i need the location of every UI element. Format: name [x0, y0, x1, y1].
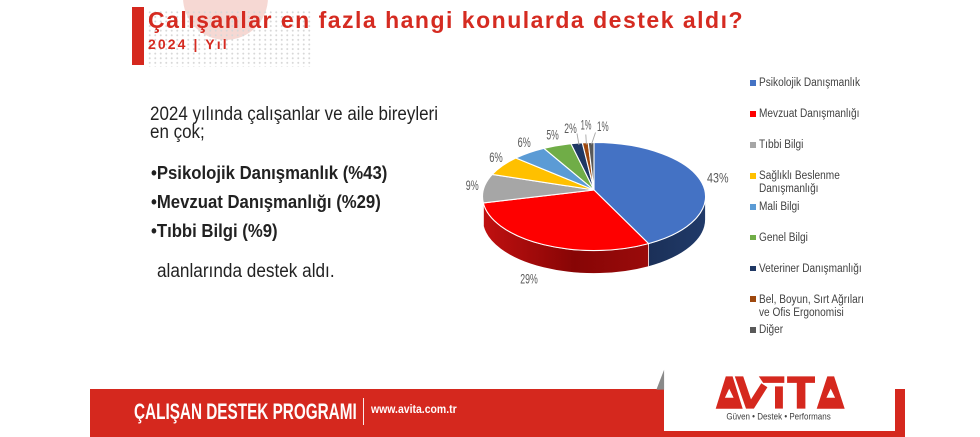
svg-text:5%: 5%	[546, 128, 558, 143]
svg-text:6%: 6%	[518, 135, 531, 150]
svg-text:9%: 9%	[466, 178, 479, 193]
svg-text:43%: 43%	[707, 170, 729, 185]
svg-text:1%: 1%	[597, 119, 609, 134]
svg-text:2%: 2%	[564, 121, 576, 136]
svg-text:1%: 1%	[581, 118, 592, 133]
svg-text:6%: 6%	[489, 150, 503, 165]
svg-text:Güven • Destek • Performans: Güven • Destek • Performans	[726, 411, 831, 421]
svg-text:29%: 29%	[520, 271, 538, 286]
